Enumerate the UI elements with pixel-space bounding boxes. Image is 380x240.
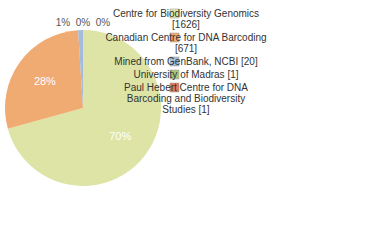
svg-text:1%: 1% <box>56 17 71 28</box>
svg-text:Canadian Centre for DNA Barcod: Canadian Centre for DNA Barcoding[671] <box>105 32 266 54</box>
svg-text:70%: 70% <box>109 130 131 142</box>
svg-text:28%: 28% <box>34 75 56 87</box>
svg-text:Mined from GenBank, NCBI [20]: Mined from GenBank, NCBI [20] <box>114 56 258 67</box>
svg-text:University of Madras [1]: University of Madras [1] <box>133 69 238 80</box>
svg-text:0%: 0% <box>76 17 91 28</box>
svg-text:Centre for Biodiversity Genomi: Centre for Biodiversity Genomics[1626] <box>113 8 259 30</box>
svg-text:0%: 0% <box>96 17 111 28</box>
svg-text:Paul Hebert Centre for DNABarc: Paul Hebert Centre for DNABarcoding and … <box>124 82 248 115</box>
